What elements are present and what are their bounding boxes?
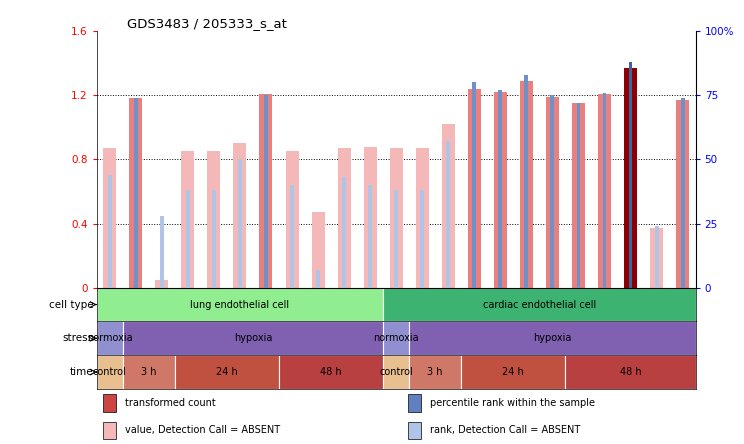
Bar [409, 321, 696, 355]
Text: time: time [70, 367, 94, 377]
Text: cardiac endothelial cell: cardiac endothelial cell [483, 300, 596, 309]
Bar [468, 89, 481, 288]
Bar [525, 75, 528, 288]
Bar [312, 212, 324, 288]
Text: hypoxia: hypoxia [234, 333, 272, 343]
Bar [408, 422, 421, 439]
Text: rank, Detection Call = ABSENT: rank, Detection Call = ABSENT [430, 425, 580, 436]
Bar [494, 92, 507, 288]
Bar [676, 100, 689, 288]
Bar [383, 355, 409, 389]
Bar [160, 216, 164, 288]
Bar [408, 394, 421, 412]
Bar [129, 99, 142, 288]
Bar [383, 288, 696, 321]
Bar [212, 190, 216, 288]
Text: control: control [93, 367, 126, 377]
Bar [629, 62, 632, 288]
Bar [655, 226, 658, 288]
Bar [103, 422, 116, 439]
Text: control: control [379, 367, 413, 377]
Bar [624, 68, 637, 288]
Bar [572, 103, 585, 288]
Text: 24 h: 24 h [216, 367, 238, 377]
Bar [123, 355, 175, 389]
Bar [546, 97, 559, 288]
Text: value, Detection Call = ABSENT: value, Detection Call = ABSENT [125, 425, 280, 436]
Bar [186, 190, 190, 288]
Bar [383, 321, 409, 355]
Bar [442, 124, 455, 288]
Text: 48 h: 48 h [320, 367, 342, 377]
Bar [472, 83, 476, 288]
Bar [286, 151, 298, 288]
Bar [175, 355, 279, 389]
Text: GDS3483 / 205333_s_at: GDS3483 / 205333_s_at [126, 17, 286, 30]
Bar [260, 94, 272, 288]
Bar [565, 355, 696, 389]
Bar [155, 280, 168, 288]
Bar [368, 185, 372, 288]
Bar [103, 148, 116, 288]
Text: lung endothelial cell: lung endothelial cell [190, 300, 289, 309]
Bar [390, 148, 403, 288]
Text: cell type: cell type [49, 300, 94, 309]
Bar [409, 355, 461, 389]
Bar [316, 270, 320, 288]
Bar [238, 159, 242, 288]
Text: stress: stress [62, 333, 94, 343]
Text: percentile rank within the sample: percentile rank within the sample [430, 398, 595, 408]
Bar [461, 355, 565, 389]
Bar [264, 95, 268, 288]
Bar [598, 94, 611, 288]
Text: transformed count: transformed count [125, 398, 216, 408]
Bar [342, 177, 346, 288]
Bar [520, 81, 533, 288]
Text: 48 h: 48 h [620, 367, 641, 377]
Text: hypoxia: hypoxia [533, 333, 571, 343]
Bar [364, 147, 376, 288]
Bar [108, 175, 112, 288]
Text: 3 h: 3 h [141, 367, 156, 377]
Bar [182, 151, 194, 288]
Bar [97, 321, 123, 355]
Bar [97, 288, 383, 321]
Text: normoxia: normoxia [87, 333, 132, 343]
Bar [551, 95, 554, 288]
Bar [134, 98, 138, 288]
Bar [650, 228, 663, 288]
Bar [681, 98, 684, 288]
Text: 3 h: 3 h [428, 367, 443, 377]
Text: 24 h: 24 h [502, 367, 525, 377]
Bar [603, 93, 606, 288]
Bar [208, 151, 220, 288]
Bar [103, 394, 116, 412]
Bar [234, 143, 246, 288]
Bar [394, 190, 398, 288]
Bar [97, 355, 123, 389]
Bar [279, 355, 383, 389]
Text: normoxia: normoxia [373, 333, 419, 343]
Bar [338, 148, 350, 288]
Bar [123, 321, 383, 355]
Bar [446, 141, 450, 288]
Bar [577, 103, 580, 288]
Bar [290, 185, 294, 288]
Bar [420, 190, 424, 288]
Bar [416, 148, 429, 288]
Bar [498, 90, 502, 288]
